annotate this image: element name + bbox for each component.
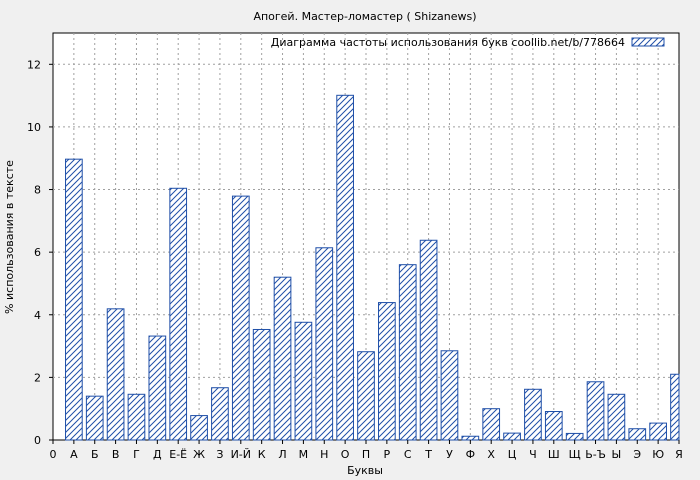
bar-Щ — [565, 432, 584, 441]
bar-М — [294, 321, 313, 441]
bar-Я — [670, 373, 680, 441]
x-tick-label-28: Э — [633, 448, 641, 461]
bar-А — [65, 158, 83, 441]
y-tick-label-2: 4 — [34, 309, 41, 322]
bar-У — [440, 350, 459, 441]
x-tick-label-8: З — [216, 448, 223, 461]
bar-С — [398, 264, 417, 441]
x-tick-label-19: У — [446, 448, 453, 461]
bars — [65, 94, 680, 441]
x-tick-label-29: Ю — [652, 448, 664, 461]
legend-label: Диаграмма частоты использования букв coo… — [271, 36, 625, 49]
bar-П — [357, 351, 375, 441]
x-tick-label-2: Б — [91, 448, 99, 461]
grid-lines — [53, 33, 679, 440]
x-tick-label-17: С — [404, 448, 412, 461]
x-tick-label-22: Ц — [508, 448, 517, 461]
y-tick-label-3: 6 — [34, 246, 41, 259]
y-tick-label-5: 10 — [27, 121, 41, 134]
bar-И-Й — [231, 195, 250, 441]
x-tick-label-25: Щ — [569, 448, 581, 461]
x-tick-label-11: Л — [278, 448, 286, 461]
bar-В — [106, 308, 125, 441]
x-tick-label-23: Ч — [529, 448, 537, 461]
legend-swatch — [631, 37, 665, 47]
legend: Диаграмма частоты использования букв coo… — [271, 36, 665, 49]
bar-Е-Ё — [169, 187, 188, 441]
x-tick-label-9: И-Й — [231, 448, 251, 461]
bar-Ч — [524, 388, 542, 441]
bar-Ж — [190, 415, 208, 441]
bar-Э — [628, 428, 647, 441]
bar-Ц — [503, 432, 521, 441]
x-axis-label: Буквы — [347, 464, 383, 477]
x-tick-label-24: Ш — [548, 448, 560, 461]
bar-Ы — [607, 393, 626, 441]
bar-Ь-Ъ — [586, 381, 605, 441]
x-tick-label-12: М — [299, 448, 309, 461]
x-tick-label-21: Х — [487, 448, 495, 461]
bar-К — [252, 328, 271, 441]
bar-Н — [315, 247, 334, 441]
bar-З — [211, 387, 229, 441]
chart-title: Апогей. Мастер-ломастер ( Shizanews) — [253, 10, 476, 23]
x-tick-label-18: Т — [424, 448, 432, 461]
x-tick-label-15: П — [362, 448, 370, 461]
x-tick-label-30: Я — [675, 448, 683, 461]
x-tick-label-10: К — [258, 448, 266, 461]
x-tick-label-13: Н — [320, 448, 328, 461]
x-tick-label-7: Ж — [193, 448, 205, 461]
x-tick-label-26: Ь-Ъ — [585, 448, 606, 461]
bar-Р — [378, 302, 396, 441]
bar-Ф — [461, 435, 480, 441]
bar-Х — [482, 408, 501, 441]
bar-Б — [85, 395, 104, 441]
bar-Т — [419, 239, 438, 441]
y-tick-label-4: 8 — [34, 184, 41, 197]
x-axis-ticks: 0 А Б В Г Д Е-Ё Ж З И-Й К Л М Н О П Р С Т У Ф Х Ц Ч Ш Щ Ь-Ъ Ы Э Ю Я — [50, 440, 683, 461]
x-tick-label-27: Ы — [612, 448, 622, 461]
x-tick-label-20: Ф — [466, 448, 475, 461]
y-axis-label: % использования в тексте — [3, 160, 16, 314]
bar-Л — [273, 276, 292, 441]
x-tick-label-4: Г — [133, 448, 140, 461]
bar-Г — [127, 393, 146, 441]
x-tick-label-1: А — [70, 448, 78, 461]
x-tick-label-16: Р — [384, 448, 391, 461]
y-axis-ticks: 0 2 4 6 8 10 12 — [27, 58, 53, 447]
bar-Ш — [544, 411, 563, 441]
bar-Ю — [649, 422, 667, 441]
y-tick-label-1: 2 — [34, 371, 41, 384]
x-tick-label-0: 0 — [50, 448, 57, 461]
y-tick-label-6: 12 — [27, 58, 41, 71]
y-tick-label-0: 0 — [34, 434, 41, 447]
x-tick-label-5: Д — [153, 448, 162, 461]
bar-Д — [148, 335, 167, 441]
x-tick-label-14: О — [341, 448, 350, 461]
x-tick-label-6: Е-Ё — [169, 448, 187, 461]
bar-О — [336, 94, 354, 441]
x-tick-label-3: В — [112, 448, 120, 461]
